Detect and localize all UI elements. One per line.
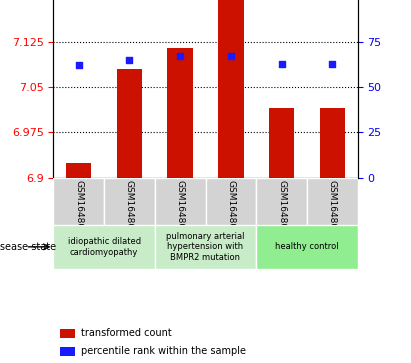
Text: GSM1648024: GSM1648024 — [125, 180, 134, 241]
Text: disease state: disease state — [0, 242, 56, 252]
Text: idiopathic dilated
cardiomyopathy: idiopathic dilated cardiomyopathy — [67, 237, 141, 257]
Text: GSM1648026: GSM1648026 — [226, 180, 236, 241]
Text: healthy control: healthy control — [275, 242, 339, 251]
FancyBboxPatch shape — [256, 225, 358, 269]
FancyBboxPatch shape — [256, 178, 307, 225]
Bar — [60, 347, 75, 356]
Point — [126, 57, 133, 63]
Text: percentile rank within the sample: percentile rank within the sample — [81, 346, 246, 356]
FancyBboxPatch shape — [53, 178, 104, 225]
Point — [278, 61, 285, 66]
Point — [329, 61, 335, 66]
FancyBboxPatch shape — [307, 178, 358, 225]
Text: pulmonary arterial
hypertension with
BMPR2 mutation: pulmonary arterial hypertension with BMP… — [166, 232, 245, 262]
FancyBboxPatch shape — [206, 178, 256, 225]
Bar — [319, 108, 345, 178]
Bar — [218, 0, 243, 178]
FancyBboxPatch shape — [155, 178, 206, 225]
FancyBboxPatch shape — [53, 225, 155, 269]
Bar — [269, 108, 294, 178]
Text: GSM1648027: GSM1648027 — [277, 180, 286, 241]
Point — [228, 53, 234, 59]
Bar — [117, 69, 142, 178]
Text: GSM1648028: GSM1648028 — [328, 180, 337, 241]
Text: GSM1648023: GSM1648023 — [74, 180, 83, 241]
Text: transformed count: transformed count — [81, 328, 171, 338]
Bar — [168, 48, 193, 178]
Bar — [60, 329, 75, 338]
Text: GSM1648025: GSM1648025 — [175, 180, 185, 241]
FancyBboxPatch shape — [155, 225, 256, 269]
Point — [76, 62, 82, 68]
Point — [177, 53, 183, 59]
Bar — [66, 163, 91, 178]
FancyBboxPatch shape — [104, 178, 155, 225]
